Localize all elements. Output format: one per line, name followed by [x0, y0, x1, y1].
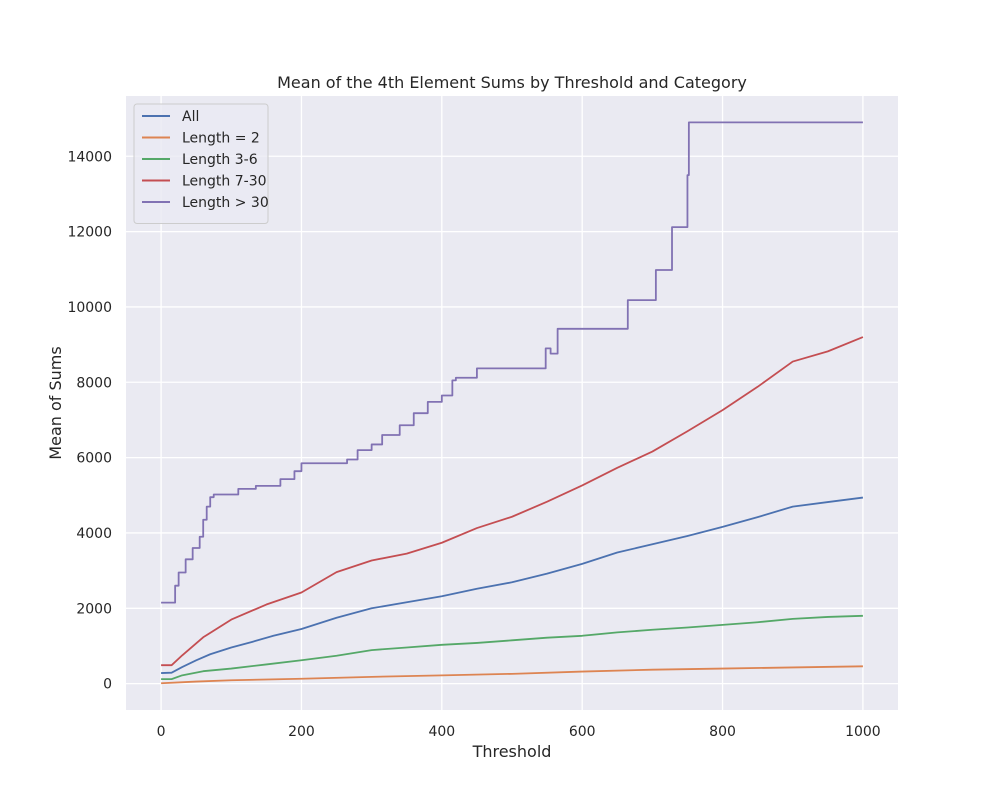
- y-tick-label: 6000: [76, 451, 112, 467]
- x-axis-title: Threshold: [472, 742, 552, 761]
- series-lines: [161, 121, 864, 685]
- x-tick-label: 400: [428, 724, 455, 740]
- legend-label: Length = 2: [182, 131, 260, 147]
- y-tick-label: 8000: [76, 375, 112, 391]
- series-line-length-7-30: [161, 336, 864, 667]
- y-tick-label: 0: [103, 677, 112, 693]
- legend-box: [133, 103, 269, 224]
- legend: All Length = 2 Length 3-6 Length 7-30 Length…: [133, 103, 269, 224]
- y-tick-label: 4000: [76, 526, 112, 542]
- x-axis-ticks: 0 200 400 600 800 1000: [157, 724, 881, 740]
- series-line-length-3-6: [161, 614, 863, 681]
- y-tick-label: 14000: [67, 149, 112, 165]
- x-tick-label: 800: [709, 724, 736, 740]
- x-tick-label: 200: [288, 724, 315, 740]
- gridlines: [126, 96, 898, 710]
- y-axis-title: Mean of Sums: [46, 346, 65, 459]
- y-tick-label: 10000: [67, 300, 112, 316]
- series-line-length-2: [161, 665, 863, 685]
- y-axis-ticks: 0 2000 4000 6000 8000 10000 12000 14000: [67, 149, 112, 692]
- chart-title: Mean of the 4th Element Sums by Threshol…: [277, 73, 747, 92]
- series-line-all: [161, 496, 864, 674]
- series-line-length-30: [161, 121, 863, 604]
- legend-label: Length 3-6: [182, 152, 258, 168]
- legend-label: Length > 30: [182, 195, 269, 211]
- x-tick-label: 1000: [845, 724, 881, 740]
- x-tick-label: 0: [157, 724, 166, 740]
- y-tick-label: 2000: [76, 601, 112, 617]
- y-tick-label: 12000: [67, 225, 112, 241]
- legend-label: Length 7-30: [182, 174, 267, 190]
- legend-label: All: [182, 109, 199, 125]
- x-tick-label: 600: [569, 724, 596, 740]
